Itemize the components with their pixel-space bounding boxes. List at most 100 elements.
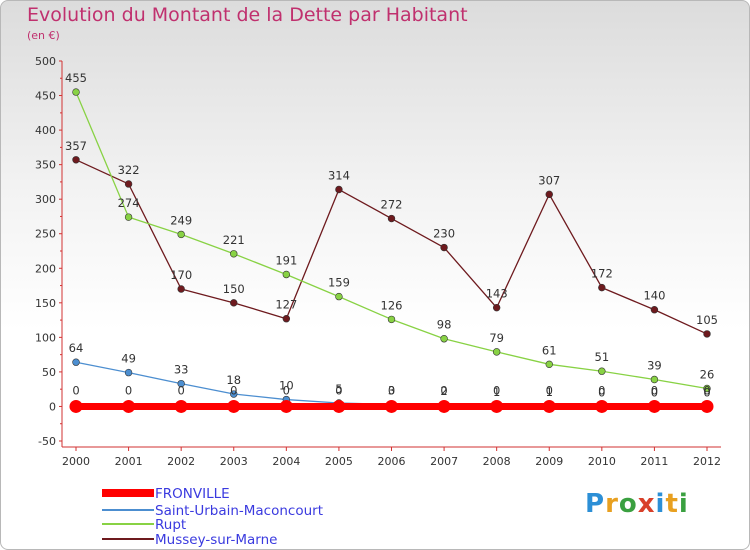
data-label: 322 (118, 163, 140, 177)
x-tick-label: 2008 (483, 455, 511, 468)
data-label: 10 (279, 379, 294, 393)
data-point (490, 399, 504, 413)
data-point (72, 156, 80, 164)
data-point (703, 330, 711, 338)
data-point (703, 384, 711, 393)
data-label: 61 (542, 343, 557, 357)
x-tick-label: 2004 (272, 455, 300, 468)
data-point (122, 399, 136, 413)
data-label: 170 (170, 268, 192, 282)
y-tick-label: 0 (49, 400, 56, 413)
data-point (72, 88, 80, 96)
data-label: 140 (643, 289, 665, 303)
data-point (542, 399, 556, 413)
data-label: 274 (118, 196, 140, 210)
y-tick-label: 150 (35, 297, 56, 310)
data-label: 0 (703, 383, 710, 397)
data-label: 0 (598, 385, 605, 399)
x-tick-label: 2005 (325, 455, 353, 468)
data-label: 51 (595, 350, 610, 364)
data-label: 79 (489, 331, 504, 345)
data-point (437, 399, 451, 413)
data-label: 26 (700, 367, 715, 381)
data-label: 2 (440, 384, 447, 398)
data-label: 159 (328, 276, 350, 290)
x-tick-label: 2007 (430, 455, 458, 468)
y-tick-label: 400 (35, 124, 56, 137)
data-point (440, 243, 448, 252)
data-point (387, 214, 396, 223)
data-label: 1 (493, 385, 500, 399)
legend-label: Rupt (155, 517, 186, 533)
data-label: 0 (440, 383, 447, 397)
data-label: 0 (651, 385, 658, 399)
y-tick-label: -50 (38, 435, 56, 448)
data-point (230, 250, 238, 258)
data-label: 143 (486, 287, 508, 301)
data-label: 221 (223, 233, 245, 247)
x-tick-label: 2011 (640, 455, 668, 468)
data-label: 272 (381, 198, 403, 212)
data-point (545, 190, 553, 199)
data-label: 0 (125, 383, 132, 397)
x-tick-label: 2003 (220, 455, 248, 468)
x-tick-label: 2006 (378, 455, 406, 468)
y-tick-label: 100 (35, 331, 56, 344)
data-point (598, 367, 606, 375)
data-point (387, 315, 396, 324)
logo-letter: x (637, 489, 656, 519)
data-point (227, 399, 241, 413)
data-point (282, 270, 291, 279)
data-label: 64 (69, 341, 84, 355)
legend-label: Saint-Urbain-Maconcourt (155, 503, 323, 519)
y-tick-label: 250 (35, 228, 56, 241)
legend-swatch (102, 489, 154, 497)
data-label: 0 (651, 383, 658, 397)
data-label: 126 (381, 298, 403, 312)
data-label: 191 (275, 253, 297, 267)
data-point (282, 315, 291, 323)
data-point (335, 185, 343, 194)
data-label: 0 (546, 383, 553, 397)
data-point (492, 303, 501, 312)
data-label: 455 (65, 71, 87, 85)
x-tick-label: 2010 (588, 455, 616, 468)
logo-letter: r (605, 489, 619, 519)
data-point (124, 180, 133, 188)
data-point (650, 375, 659, 384)
data-point (492, 348, 501, 356)
data-label: 105 (696, 313, 718, 327)
logo-letter: P (585, 489, 606, 519)
x-tick-label: 2002 (167, 455, 195, 468)
data-label: 0 (335, 383, 342, 397)
data-point (440, 335, 448, 343)
data-label: 249 (170, 213, 192, 227)
data-label: 1 (546, 385, 553, 399)
data-label: 33 (174, 363, 189, 377)
chart-unit: (en €) (27, 29, 60, 42)
data-label: 39 (647, 359, 662, 373)
data-label: 0 (230, 383, 237, 397)
data-point (174, 399, 188, 413)
y-tick-label: 450 (35, 90, 56, 103)
data-point (385, 399, 398, 413)
data-point (598, 283, 606, 292)
data-label: 357 (65, 139, 87, 153)
proxiti-logo: Proxiti (585, 489, 689, 519)
data-label: 98 (437, 318, 452, 332)
data-label: 127 (275, 298, 297, 312)
legend-label: FRONVILLE (155, 486, 230, 502)
data-label: 314 (328, 169, 350, 183)
data-point (650, 306, 659, 314)
data-point (647, 399, 661, 413)
data-label: 0 (72, 383, 79, 397)
data-point (69, 399, 83, 413)
data-label: 307 (538, 173, 560, 187)
data-label: 3 (388, 383, 395, 397)
data-point (335, 292, 343, 301)
data-point (177, 230, 185, 239)
logo-letter: i (655, 489, 666, 519)
data-label: 0 (388, 383, 395, 397)
series-line-2 (75, 91, 708, 390)
